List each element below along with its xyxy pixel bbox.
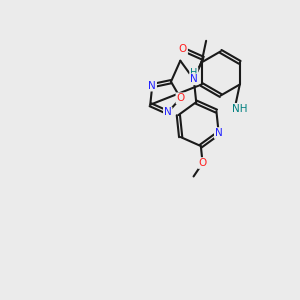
Text: NH: NH: [232, 104, 248, 114]
Text: N: N: [190, 74, 198, 84]
Text: O: O: [179, 44, 187, 54]
Text: N: N: [164, 107, 172, 118]
Text: O: O: [176, 93, 185, 103]
Text: H: H: [190, 68, 197, 78]
Text: N: N: [215, 128, 223, 138]
Text: N: N: [148, 81, 156, 91]
Text: O: O: [199, 158, 207, 168]
